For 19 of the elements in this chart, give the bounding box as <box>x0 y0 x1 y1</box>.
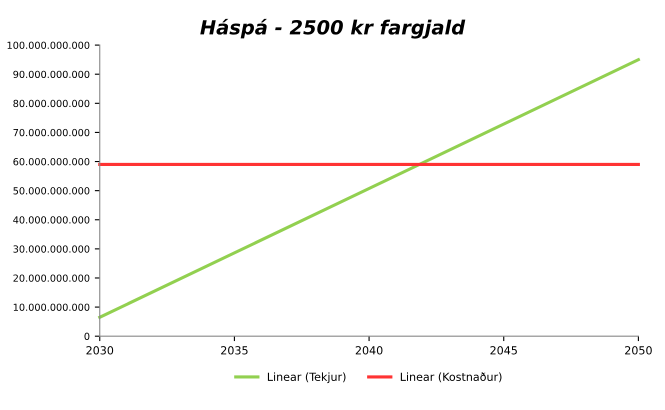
x-tick-label: 2040 <box>356 346 382 355</box>
x-tick-label: 2030 <box>86 346 114 355</box>
y-tick-label: 100.000.000.000 <box>8 42 90 49</box>
legend-label: Linear (Kostnaður) <box>400 372 502 382</box>
y-tick-label: 10.000.000.000 <box>14 304 90 311</box>
x-tick-label: 2045 <box>490 346 517 355</box>
y-tick-label: 50.000.000.000 <box>13 187 90 194</box>
chart-title: Háspá - 2500 kr fargjald <box>200 18 466 39</box>
y-tick-label: 20.000.000.000 <box>13 274 90 282</box>
y-tick-label: 40.000.000.000 <box>13 216 90 224</box>
x-tick-label: 2050 <box>625 346 652 355</box>
y-tick-label: 70.000.000.000 <box>14 128 90 136</box>
y-tick-label: 60.000.000.000 <box>13 158 90 166</box>
y-tick-label: 0 <box>84 332 90 340</box>
legend-label: Linear (Tekjur) <box>268 372 346 384</box>
y-tick-label: 30.000.000.000 <box>13 245 90 253</box>
y-tick-label: 80.000.000.000 <box>13 100 90 108</box>
x-tick-label: 2035 <box>221 346 248 355</box>
y-tick-label: 90.000.000.000 <box>13 70 90 78</box>
